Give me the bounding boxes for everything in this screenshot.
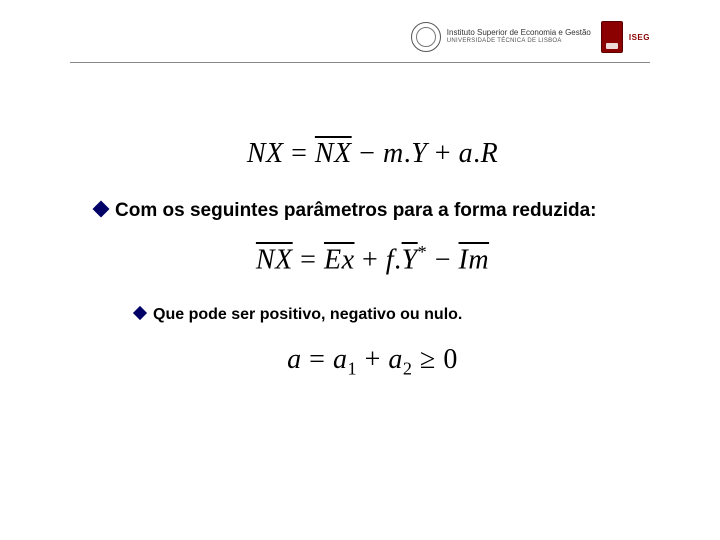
diamond-icon — [93, 201, 110, 218]
bullet-1: Com os seguintes parâmetros para a forma… — [95, 198, 650, 224]
diamond-icon — [133, 306, 147, 320]
eq1-a: a — [459, 138, 474, 169]
eq2-ex: Ex — [324, 244, 355, 275]
institution-text: Instituto Superior de Economia e Gestão … — [447, 29, 591, 44]
bullet-2-text: Que pode ser positivo, negativo ou nulo. — [153, 304, 462, 326]
eq1-lhs: NX — [247, 138, 284, 169]
eq1-m: m — [383, 138, 404, 169]
eq2-lhs: NX — [256, 244, 293, 275]
eq3-a2-sub: 2 — [403, 358, 413, 378]
header-rule — [70, 62, 650, 63]
bullet-2: Que pode ser positivo, negativo ou nulo. — [135, 304, 650, 326]
eq2-sup: * — [418, 242, 428, 262]
institution-line2: UNIVERSIDADE TÉCNICA DE LISBOA — [447, 38, 591, 45]
equation-3: a = a1 + a2 ≥ 0 — [95, 344, 650, 380]
eq3-a1-sub: 1 — [347, 358, 357, 378]
eq1-R: R — [481, 138, 499, 169]
eq2-f: f — [386, 244, 394, 275]
eq1-nxbar: NX — [315, 138, 352, 169]
iseg-logo: ISEG — [601, 21, 650, 53]
content: NX = NX − m.Y + a.R Com os seguintes par… — [95, 120, 650, 407]
bullet-1-text: Com os seguintes parâmetros para a forma… — [115, 198, 596, 224]
equation-2: NX = Ex + f.Y* − Im — [95, 242, 650, 276]
eq3-a: a — [287, 344, 302, 375]
eq2-im: Im — [459, 244, 490, 275]
eq3-a2: a — [388, 344, 403, 375]
iseg-label: ISEG — [629, 33, 650, 42]
eq3-a1: a — [333, 344, 348, 375]
header: Instituto Superior de Economia e Gestão … — [70, 16, 650, 58]
institution-logo: Instituto Superior de Economia e Gestão … — [411, 22, 591, 52]
slide: Instituto Superior de Economia e Gestão … — [0, 0, 720, 540]
equation-1: NX = NX − m.Y + a.R — [95, 138, 650, 170]
eq3-rel: ≥ — [420, 344, 436, 375]
eq3-zero: 0 — [443, 344, 458, 375]
eq2-y: Y — [402, 244, 418, 275]
shield-icon — [601, 21, 623, 53]
seal-icon — [411, 22, 441, 52]
eq1-Y: Y — [411, 138, 427, 169]
institution-line1: Instituto Superior de Economia e Gestão — [447, 29, 591, 38]
